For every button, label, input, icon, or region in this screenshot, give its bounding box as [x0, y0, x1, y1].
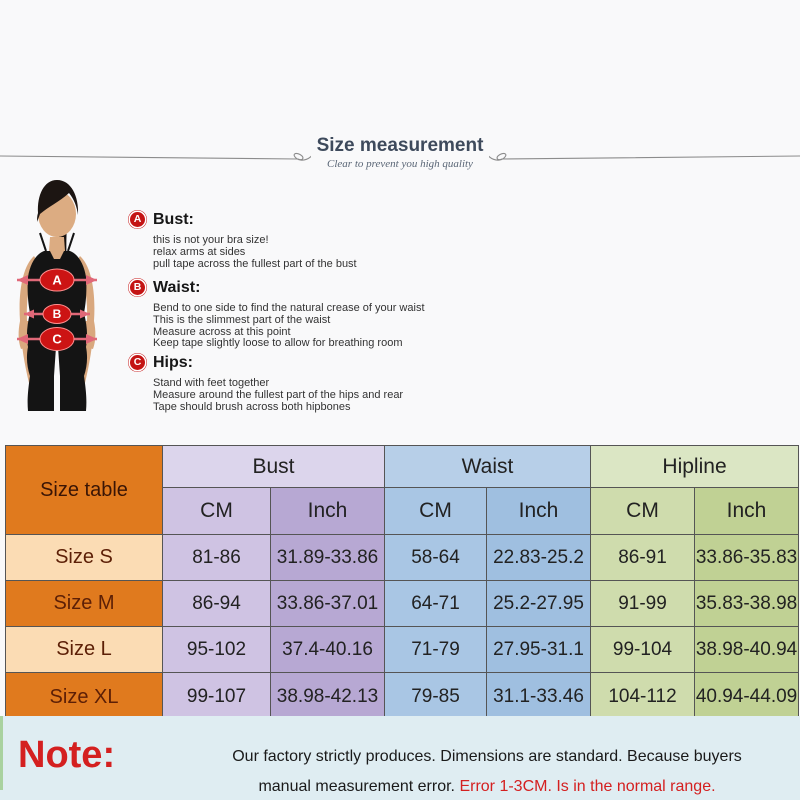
svg-text:C: C	[52, 332, 62, 347]
svg-text:B: B	[53, 307, 62, 321]
svg-text:A: A	[52, 273, 62, 288]
